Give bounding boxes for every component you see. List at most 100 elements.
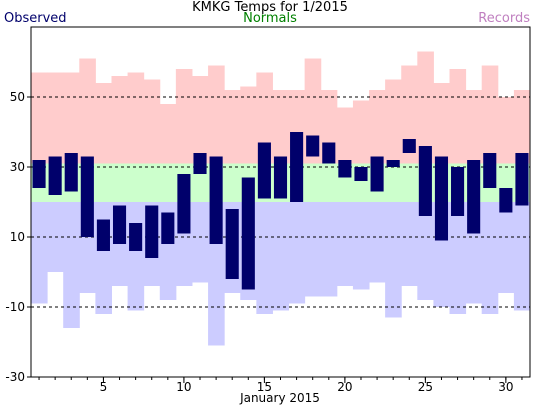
- record-high-band-day-27: [449, 69, 467, 164]
- observed-bar-day-20: [338, 160, 352, 178]
- x-tick-label-10: 10: [176, 380, 191, 394]
- record-low-band-day-5: [95, 202, 112, 314]
- record-low-band-day-21: [352, 202, 370, 290]
- record-high-band-day-16: [272, 90, 290, 164]
- y-tick-label-30: 30: [10, 160, 25, 174]
- record-low-band-day-17: [288, 202, 306, 304]
- observed-bar-day-2: [48, 156, 62, 195]
- record-high-band-day-8: [143, 79, 161, 164]
- observed-bar-day-3: [64, 153, 78, 192]
- x-tick-label-30: 30: [498, 380, 513, 394]
- record-high-band-day-6: [111, 76, 129, 164]
- record-low-band-day-20: [336, 202, 354, 286]
- observed-bar-day-7: [129, 223, 143, 251]
- record-high-band-day-11: [191, 76, 209, 164]
- record-low-band-day-15: [256, 202, 273, 314]
- observed-bar-day-23: [386, 160, 400, 167]
- legend-normals: Normals: [243, 11, 297, 26]
- observed-bar-day-4: [80, 156, 94, 237]
- x-tick-label-15: 15: [257, 380, 272, 394]
- record-high-band-day-13: [224, 90, 241, 164]
- record-high-band-day-26: [433, 83, 451, 164]
- normal-band-day-23: [385, 163, 402, 202]
- observed-bar-day-14: [241, 177, 255, 290]
- legend-observed: Observed: [4, 11, 67, 26]
- y-tick-label-10: 10: [10, 230, 25, 244]
- normal-band-day-13: [224, 163, 241, 202]
- axes: -30 -10 10 30 50 5 10 15 20 25 30: [5, 26, 531, 394]
- record-low-band-day-11: [191, 202, 209, 283]
- observed-bar-day-22: [370, 156, 384, 192]
- record-high-band-day-22: [369, 90, 386, 164]
- record-high-band-day-25: [417, 51, 434, 164]
- normal-band-day-5: [95, 163, 112, 202]
- normal-band-day-8: [143, 163, 161, 202]
- record-low-band-day-16: [272, 202, 290, 311]
- record-low-band-day-22: [369, 202, 386, 283]
- normal-band-day-24: [401, 163, 418, 202]
- y-tick-label-50: 50: [10, 90, 25, 104]
- normal-band-day-7: [127, 163, 145, 202]
- record-high-band-day-4: [79, 58, 96, 164]
- observed-bar-day-31: [515, 153, 529, 206]
- observed-bar-day-5: [96, 219, 110, 251]
- record-low-band-day-29: [481, 202, 499, 314]
- observed-bar-day-30: [499, 188, 513, 213]
- record-low-band-day-27: [449, 202, 467, 314]
- record-high-band-day-29: [481, 65, 499, 164]
- observed-bar-day-19: [322, 142, 336, 164]
- normal-band-day-6: [111, 163, 129, 202]
- observed-bar-day-9: [161, 212, 175, 244]
- observed-bar-day-13: [225, 209, 239, 279]
- record-high-band-day-10: [175, 69, 193, 164]
- observed-bar-day-11: [193, 153, 207, 174]
- observed-bar-day-21: [354, 167, 368, 181]
- x-tick-label-25: 25: [418, 380, 433, 394]
- chart-title: KMKG Temps for 1/2015: [192, 0, 348, 15]
- record-high-band-day-28: [465, 90, 483, 164]
- observed-bar-day-25: [418, 146, 432, 216]
- y-tick-label--10: -10: [5, 300, 25, 314]
- legend-records: Records: [478, 11, 530, 26]
- record-high-band-day-1: [31, 72, 48, 164]
- record-high-band-day-2: [47, 72, 64, 164]
- record-high-band-day-15: [256, 72, 273, 164]
- record-high-band-day-20: [336, 107, 354, 164]
- record-high-band-day-5: [95, 83, 112, 164]
- record-high-band-day-7: [127, 72, 145, 164]
- record-low-band-day-23: [385, 202, 402, 318]
- observed-bar-day-10: [177, 174, 191, 234]
- record-high-band-day-31: [513, 90, 531, 164]
- normal-band-day-18: [304, 163, 322, 202]
- normal-band-day-19: [320, 163, 338, 202]
- observed-bar-day-24: [402, 139, 416, 153]
- y-tick-label--30: -30: [5, 370, 25, 384]
- record-low-band-day-25: [417, 202, 434, 300]
- normal-band-day-9: [159, 163, 177, 202]
- record-low-band-day-31: [513, 202, 531, 311]
- x-tick-label-5: 5: [100, 380, 108, 394]
- record-low-band-day-7: [127, 202, 145, 311]
- observed-bar-day-17: [290, 132, 304, 202]
- record-high-band-day-12: [208, 65, 225, 164]
- record-low-band-day-30: [497, 202, 515, 293]
- observed-bar-day-8: [145, 205, 159, 258]
- record-low-band-day-19: [320, 202, 338, 297]
- record-low-band-day-18: [304, 202, 322, 297]
- observed-bar-day-12: [209, 156, 223, 244]
- observed-bars: [32, 132, 529, 290]
- observed-bar-day-29: [483, 153, 497, 188]
- record-high-band-day-9: [159, 104, 177, 164]
- record-high-band-day-23: [385, 79, 402, 164]
- x-tick-label-20: 20: [337, 380, 352, 394]
- record-low-band-day-3: [63, 202, 80, 328]
- record-high-band-day-14: [240, 86, 257, 164]
- observed-bar-day-26: [434, 156, 449, 241]
- x-axis-label: January 2015: [239, 391, 320, 405]
- observed-bar-day-28: [467, 160, 481, 234]
- observed-bar-day-18: [306, 135, 320, 157]
- observed-bar-day-1: [32, 160, 46, 188]
- observed-bar-day-27: [451, 167, 465, 216]
- observed-bar-day-6: [112, 205, 127, 244]
